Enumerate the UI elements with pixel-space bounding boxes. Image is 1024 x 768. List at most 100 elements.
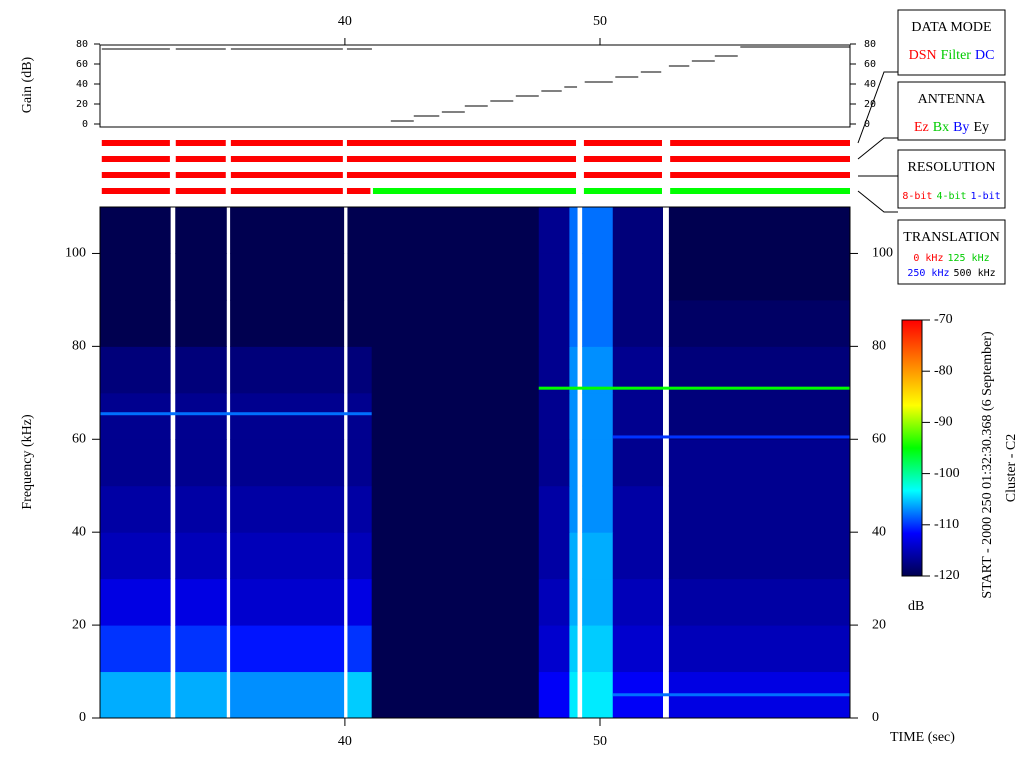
- y-tick-label: 80: [872, 339, 886, 354]
- side-panel-line: 0 kHz 125 kHz: [913, 253, 989, 264]
- heat-cell: [175, 299, 227, 347]
- heat-cell: [230, 253, 345, 301]
- heat-cell: [100, 346, 171, 394]
- heat-cell: [538, 299, 570, 347]
- heat-cell: [569, 346, 578, 394]
- heat-cell: [371, 299, 540, 347]
- mode-segment: [230, 188, 343, 194]
- heat-cell: [230, 532, 345, 580]
- y-tick-label: 40: [76, 79, 88, 90]
- mode-segment: [101, 188, 170, 194]
- arrow: [857, 190, 898, 213]
- y-tick-label: 40: [872, 524, 886, 539]
- colorbar-tick-label: -100: [934, 466, 960, 481]
- heat-cell: [100, 625, 171, 673]
- y-tick-label: 80: [864, 39, 876, 50]
- x-tick-label: 50: [593, 14, 607, 29]
- y-tick-label: 80: [72, 339, 86, 354]
- x-tick-label: 40: [338, 734, 352, 749]
- legend-item: 1-bit: [971, 191, 1001, 202]
- heat-cell: [668, 578, 851, 626]
- heat-cell: [371, 485, 540, 533]
- spectrogram-frame: [99, 206, 851, 719]
- heat-cell: [175, 532, 227, 580]
- colorbar-tick-label: -70: [934, 312, 953, 327]
- heat-cell: [569, 485, 578, 533]
- side-panel-title: ANTENNA: [918, 92, 987, 107]
- heat-cell: [538, 671, 570, 719]
- heat-cell: [668, 532, 851, 580]
- heat-cell: [100, 671, 171, 719]
- legend-item: 4-bit: [936, 191, 966, 202]
- x-tick-label: 50: [593, 734, 607, 749]
- legend-item: 0 kHz: [913, 253, 943, 264]
- heat-cell: [569, 532, 578, 580]
- arrow: [857, 71, 898, 144]
- heat-cell: [538, 253, 570, 301]
- heat-cell: [612, 299, 663, 347]
- arrow: [857, 137, 898, 160]
- mode-segment: [230, 172, 343, 178]
- heat-cell: [582, 485, 614, 533]
- heat-cell: [175, 485, 227, 533]
- heat-cell: [569, 392, 578, 440]
- heat-cell: [347, 253, 373, 301]
- heat-cell: [371, 671, 540, 719]
- y-tick-label: 20: [872, 617, 886, 632]
- legend-item: 500 kHz: [954, 268, 996, 279]
- heat-cell: [371, 578, 540, 626]
- mode-segment: [583, 156, 662, 162]
- heat-cell: [569, 439, 578, 487]
- side-panel-line: DSN Filter DC: [909, 48, 995, 63]
- mode-segment: [346, 156, 577, 162]
- mode-segment: [583, 140, 662, 146]
- heat-cell: [612, 625, 663, 673]
- heat-cell: [100, 439, 171, 487]
- colorbar-tick-label: -90: [934, 415, 953, 430]
- colorbar-tick-label: -120: [934, 568, 960, 583]
- heat-cell: [538, 532, 570, 580]
- heat-cell: [100, 207, 171, 254]
- heat-cell: [371, 625, 540, 673]
- heat-cell: [347, 485, 373, 533]
- mode-segment: [670, 188, 850, 194]
- heat-cell: [582, 299, 614, 347]
- heat-cell: [347, 578, 373, 626]
- heat-cell: [100, 299, 171, 347]
- heat-cell: [569, 625, 578, 673]
- mode-segment: [670, 172, 850, 178]
- y-tick-label: 60: [76, 59, 88, 70]
- heat-cell: [538, 625, 570, 673]
- heat-cell: [371, 253, 540, 301]
- mode-segment: [583, 172, 662, 178]
- heat-cell: [612, 207, 663, 254]
- heat-cell: [538, 485, 570, 533]
- heat-cell: [230, 578, 345, 626]
- tone-line: [612, 693, 850, 697]
- heat-cell: [612, 439, 663, 487]
- mode-segment: [175, 140, 226, 146]
- panel-arrows: [857, 71, 898, 213]
- mode-segment: [372, 188, 577, 194]
- mode-segment: [670, 156, 850, 162]
- heat-cell: [582, 578, 614, 626]
- side-panel-title: DATA MODE: [911, 20, 991, 35]
- heat-cell: [347, 299, 373, 347]
- heat-cell: [612, 485, 663, 533]
- y-tick-label: 100: [65, 246, 86, 261]
- legend-item: 8-bit: [902, 191, 932, 202]
- heat-cell: [668, 207, 851, 254]
- heat-cell: [612, 253, 663, 301]
- mode-segment: [230, 140, 343, 146]
- heat-cell: [230, 625, 345, 673]
- heat-cell: [347, 671, 373, 719]
- heat-cell: [582, 532, 614, 580]
- heat-cell: [569, 299, 578, 347]
- y-tick-label: 60: [864, 59, 876, 70]
- heat-cell: [569, 578, 578, 626]
- mode-segment: [101, 156, 170, 162]
- heat-cell: [668, 485, 851, 533]
- mode-segment: [346, 140, 577, 146]
- heat-cell: [175, 346, 227, 394]
- heat-cell: [175, 207, 227, 254]
